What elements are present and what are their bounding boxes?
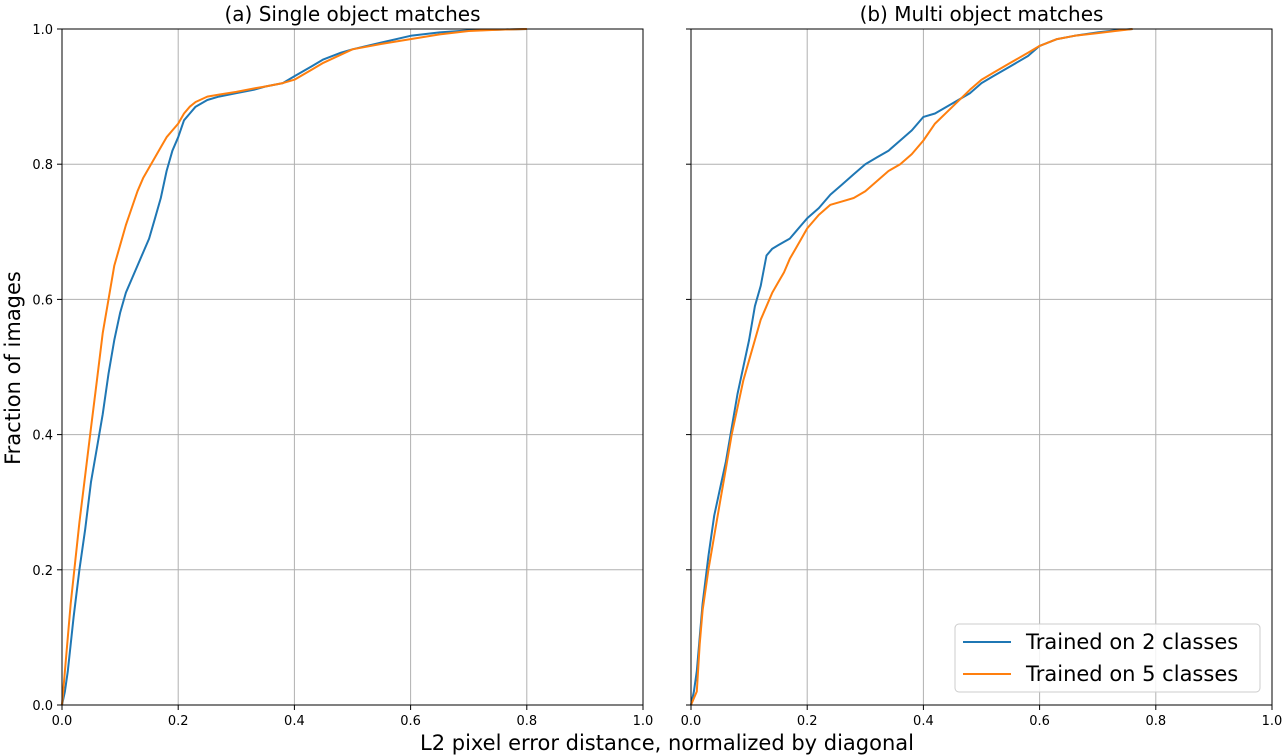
x-tick-label: 0.4 <box>284 714 305 729</box>
plot-frame <box>690 28 1273 706</box>
y-tick-label: 0.8 <box>32 158 53 173</box>
series-line-5-classes <box>61 28 527 706</box>
panel-single-object: 0.0 0.2 0.4 0.6 0.8 1.0 0.0 0.2 0.4 0.6 0.8 1.0 (a) … <box>32 2 653 729</box>
legend-box <box>954 623 1261 693</box>
x-tick-label: 0.2 <box>168 714 189 729</box>
legend: Trained on 2 classes Trained on 5 classe… <box>954 623 1261 693</box>
plot-frame <box>61 28 644 706</box>
panel-title: (b) Multi object matches <box>860 2 1104 26</box>
x-tick-label: 0.0 <box>681 714 702 729</box>
y-tick-label: 1.0 <box>32 23 53 38</box>
legend-label-5-classes: Trained on 5 classes <box>1025 662 1238 686</box>
y-tick-label: 0.4 <box>32 429 53 444</box>
x-tick-label: 0.6 <box>1029 714 1050 729</box>
panel-title: (a) Single object matches <box>224 2 480 26</box>
series-line-2-classes <box>61 28 527 706</box>
x-tick-label: 0.8 <box>1145 714 1166 729</box>
x-tick-label: 1.0 <box>633 714 654 729</box>
y-axis-label: Fraction of images <box>1 271 25 465</box>
x-axis-label: L2 pixel error distance, normalized by d… <box>420 731 914 755</box>
y-tick-label: 0.0 <box>32 699 53 714</box>
x-tick-label: 0.0 <box>52 714 73 729</box>
x-tick-label: 0.6 <box>400 714 421 729</box>
x-tick-label: 0.4 <box>913 714 934 729</box>
y-tick-label: 0.6 <box>32 293 53 308</box>
x-tick-label: 0.8 <box>516 714 537 729</box>
panel-multi-object: 0.0 0.2 0.4 0.6 0.8 1.0 (b) Multi object match… <box>681 2 1283 729</box>
series-line-5-classes <box>690 28 1133 706</box>
y-tick-label: 0.2 <box>32 564 53 579</box>
legend-label-2-classes: Trained on 2 classes <box>1025 630 1238 654</box>
x-tick-label: 0.2 <box>797 714 818 729</box>
x-tick-label: 1.0 <box>1262 714 1283 729</box>
series-line-2-classes <box>690 28 1133 706</box>
